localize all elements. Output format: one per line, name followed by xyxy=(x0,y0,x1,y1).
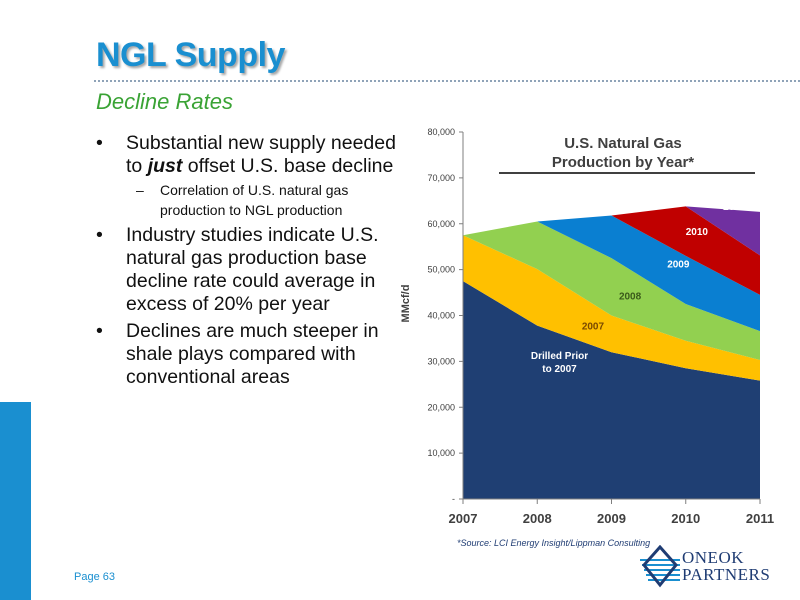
series-label: Drilled Prior xyxy=(531,351,588,362)
area-series-2010 xyxy=(611,206,760,295)
bullet-text: Declines are much steeper in shale plays… xyxy=(126,320,379,388)
x-tick-label: 2007 xyxy=(449,511,478,526)
series-label: 2007 xyxy=(582,321,605,332)
logo-line1: ONEOK xyxy=(682,548,744,567)
area-series-drilled-prior-to-2007 xyxy=(463,281,760,499)
series-label-line2: to 2007 xyxy=(542,364,577,375)
sub-bullet-item: – Correlation of U.S. natural gas product… xyxy=(96,180,390,220)
page-subtitle: Decline Rates xyxy=(96,89,233,114)
chart-title-line1: U.S. Natural Gas xyxy=(564,135,682,152)
bullet-marker: • xyxy=(96,132,103,154)
area-series-2008 xyxy=(463,221,760,360)
x-tick-label: 2009 xyxy=(597,511,626,526)
area-series-2009 xyxy=(537,215,760,332)
logo-line2: PARTNERS xyxy=(682,565,771,584)
series-label: 2009 xyxy=(667,259,690,270)
chart-areas xyxy=(463,206,760,499)
bullet-item: • Industry studies indicate U.S. natural … xyxy=(96,224,396,316)
x-tick-label: 2008 xyxy=(523,511,552,526)
y-tick-label: 30,000 xyxy=(427,356,455,366)
y-tick-label: 70,000 xyxy=(427,173,455,183)
bullet-item: • Substantial new supply needed to just o… xyxy=(96,132,396,178)
bullet-text: offset U.S. base decline xyxy=(182,155,394,177)
bullet-item: • Declines are much steeper in shale play… xyxy=(96,320,396,389)
x-tick-label: 2011 xyxy=(746,511,774,526)
left-accent-bar xyxy=(0,402,31,600)
title-divider xyxy=(94,80,800,82)
y-tick-label: 60,000 xyxy=(427,219,455,229)
bullet-marker: • xyxy=(96,320,103,342)
y-tick-label: 10,000 xyxy=(427,448,455,458)
y-tick-label: - xyxy=(452,494,455,504)
chart-labels: Drilled Prior to 2007 2007 2008 2009 2010 2011… xyxy=(499,135,755,375)
y-tick-label: 50,000 xyxy=(427,265,455,275)
x-tick-label: 2010 xyxy=(671,511,700,526)
series-label: 2011 xyxy=(723,202,745,213)
bullet-text: just xyxy=(147,155,183,177)
chart-title-line2: Production by Year* xyxy=(552,154,694,171)
page-title: NGL Supply xyxy=(96,36,285,74)
series-label: 2010 xyxy=(686,227,709,238)
area-series-2011 xyxy=(685,206,760,256)
bullet-text: Substantial new supply needed to xyxy=(126,132,396,177)
oneok-logo-icon xyxy=(640,545,680,588)
page-number: Page 63 xyxy=(74,571,115,583)
y-tick-label: 80,000 xyxy=(427,127,455,137)
y-tick-label: 40,000 xyxy=(427,311,455,321)
bullet-text: Industry studies indicate U.S. natural g… xyxy=(126,224,379,315)
production-chart: - 10,000 20,000 30,000 40,000 50,000 60,000 70,… xyxy=(400,127,774,526)
chart-axes: - 10,000 20,000 30,000 40,000 50,000 60,000 70,… xyxy=(400,127,774,526)
bullet-list: • Substantial new supply needed to just o… xyxy=(96,132,396,393)
y-axis-label: MMcf/d xyxy=(400,285,412,323)
sub-bullet-text: Correlation of U.S. natural gas producti… xyxy=(160,182,349,218)
sub-bullet-marker: – xyxy=(136,182,144,198)
y-tick-label: 20,000 xyxy=(427,402,455,412)
chart-source-note: *Source: LCI Energy Insight/Lippman Cons… xyxy=(457,538,651,548)
area-series-2007 xyxy=(463,235,760,381)
bullet-marker: • xyxy=(96,224,103,246)
series-label: 2008 xyxy=(619,291,642,302)
